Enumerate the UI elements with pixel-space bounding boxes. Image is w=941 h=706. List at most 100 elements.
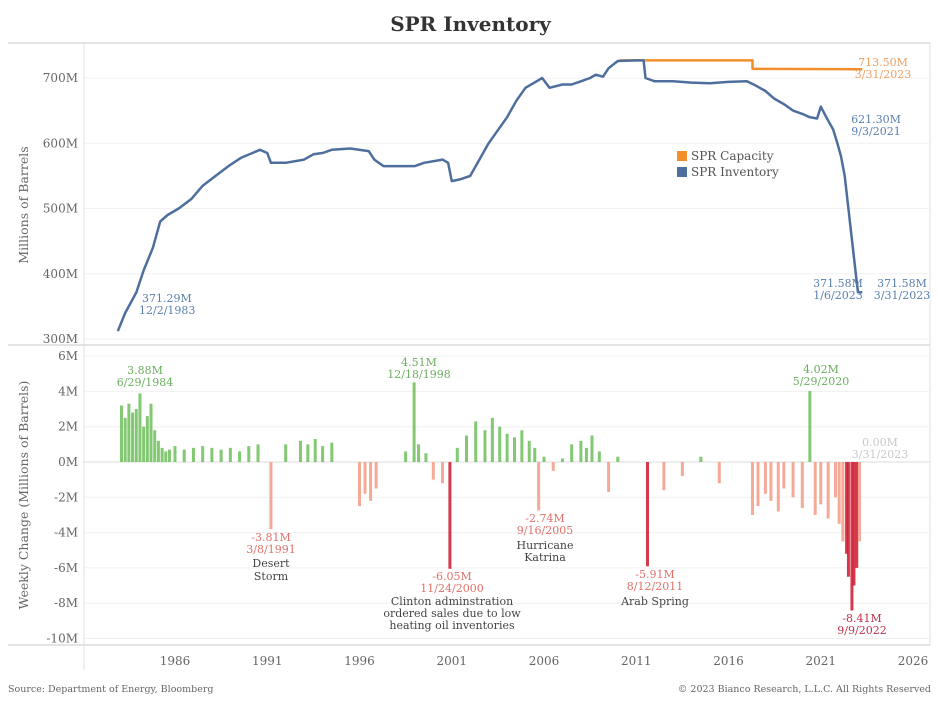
bar [850,462,854,611]
bar [374,462,378,489]
bar [498,426,502,462]
annotation-value: -3.81M [251,531,290,544]
bar [119,405,123,462]
bar [537,462,541,511]
annotation-date: 9/16/2005 [517,524,573,537]
bar [717,462,721,484]
bar [800,462,804,508]
annotation-value: 4.51M [401,356,437,369]
bar [238,451,242,462]
bar [412,382,416,462]
annotation-note: Clinton adminstration [391,595,513,608]
bar [834,462,838,498]
y-tick-label: -8M [54,596,78,610]
annotation-value: 371.58M [877,277,927,290]
annotation-weekly-2022: -8.41M 9/9/2022 [837,612,886,637]
bar [404,451,408,462]
bar [219,449,223,462]
annotation-date: 9/9/2022 [837,624,886,637]
bar [431,462,435,480]
bar [699,456,703,462]
x-tick-label: 1996 [344,654,375,668]
annotation-date: 9/3/2021 [851,125,900,138]
annotation-note: Katrina [524,551,566,564]
annotation-note: Storm [254,570,289,583]
annotation-date: 6/29/1984 [117,376,173,389]
y-tick-label: -4M [54,526,78,540]
annotation-value: 621.30M [851,113,901,126]
bar [256,444,260,462]
y-tick-label: 700M [43,71,78,85]
bar [512,437,516,462]
bar [813,462,817,515]
inventory-lines [116,59,863,332]
bar [590,435,594,462]
annotation-inventory-2021: 621.30M 9/3/2021 [851,113,901,138]
bar [483,430,487,462]
x-tick-label: 2011 [621,654,652,668]
bar [182,449,186,462]
annotation-value: 371.58M [813,277,863,290]
y-tick-label: -2M [54,490,78,504]
chart-title: SPR Inventory [390,12,551,36]
y-tick-label: -6M [54,561,78,575]
bar [791,462,795,498]
annotation-inventory-2023-jan: 371.58M 1/6/2023 [813,277,863,302]
bar [142,426,146,462]
annotation-date: 3/8/1991 [246,543,295,556]
bar [269,462,273,530]
y-tick-label: 0M [58,455,78,469]
bar [845,462,849,554]
annotation-capacity-2023: 713.50M 3/31/2023 [855,56,911,81]
legend: SPR Capacity SPR Inventory [677,149,779,179]
y-tick-label: 6M [58,349,78,363]
bar [417,444,421,462]
legend-swatch-capacity [677,151,687,161]
bar [298,440,302,462]
source-note: Source: Department of Energy, Bloomberg [8,684,214,695]
bar [247,446,251,462]
annotation-weekly-1991: -3.81M 3/8/1991 Desert Storm [246,531,295,583]
annotation-weekly-2011: -5.91M 8/12/2011 Arab Spring [620,568,689,608]
bar [131,412,135,462]
y-tick-label: 500M [43,202,78,216]
bar [837,462,841,524]
bar [551,462,555,471]
annotation-value: 0.00M [862,436,898,449]
bar [138,393,142,462]
bar [201,446,205,462]
y-tick-label: 400M [43,267,78,281]
annotation-date: 3/31/2023 [852,448,908,461]
bar [173,446,177,462]
bar [782,462,786,489]
bar [465,435,469,462]
bar [857,462,861,542]
annotation-note: Hurricane [516,539,573,552]
bar [527,440,531,462]
legend-label-inventory: SPR Inventory [691,165,779,179]
annotation-date: 3/31/2023 [855,68,911,81]
annotation-weekly-1984: 3.88M 6/29/1984 [117,364,173,389]
top-y-axis: 300M 400M 500M 600M 700M [43,71,78,346]
annotation-value: -5.91M [635,568,674,581]
bar [164,451,168,462]
bar [363,462,367,494]
bar [313,439,317,462]
bar [228,447,232,462]
bar [358,462,361,507]
chart-frame [8,42,931,670]
x-tick-label: 1991 [252,654,283,668]
bar [134,409,138,462]
annotation-value: -2.74M [525,512,564,525]
bar [597,451,601,462]
y-tick-label: 4M [58,384,78,398]
bar [160,447,164,462]
bar [846,462,850,577]
copyright-note: © 2023 Bianco Research, L.L.C. All Right… [677,684,931,695]
bar [607,462,611,493]
top-y-axis-title: Millions of Barrels [16,146,31,263]
bottom-y-axis: -10M -8M -6M -4M -2M 0M 2M 4M 6M [46,349,78,645]
annotation-value: 371.29M [142,292,192,305]
annotation-date: 5/29/2020 [793,375,849,388]
